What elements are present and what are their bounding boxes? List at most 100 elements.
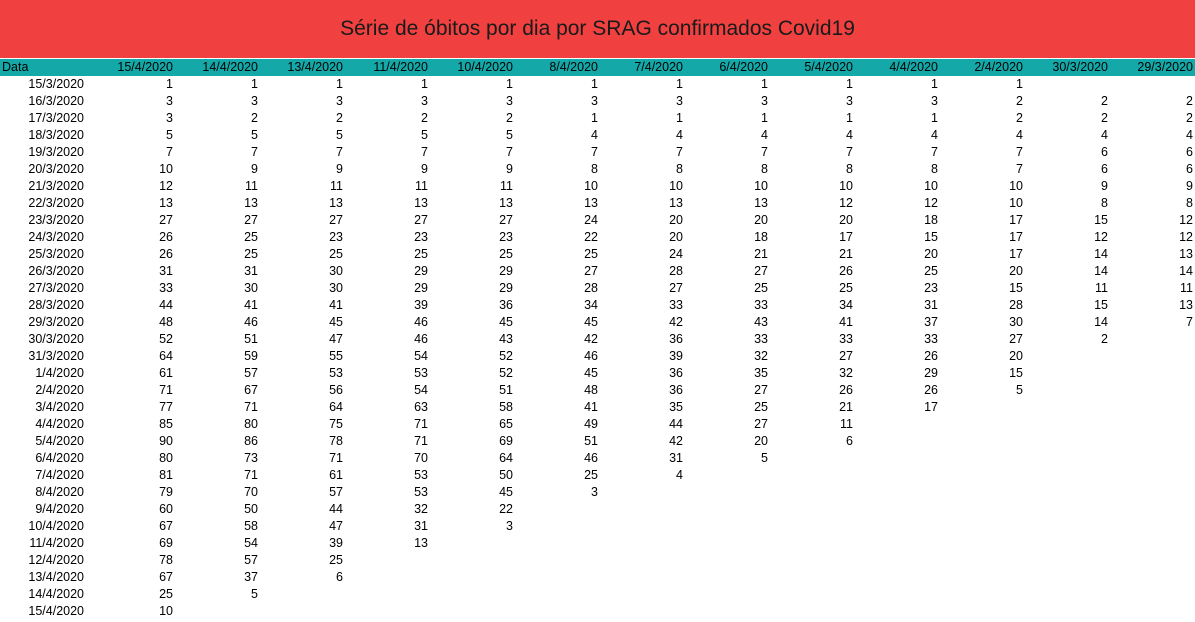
table-row: 17/3/2020 3 2 2 2 2 1 1 1 1 1 2 2 2 xyxy=(0,110,1195,127)
table-cell: 2 xyxy=(251,111,258,125)
table-cell: 25 xyxy=(584,247,598,261)
table-cell: 13 xyxy=(669,196,683,210)
table-cell: 24 xyxy=(669,247,683,261)
table-cell: 57 xyxy=(244,553,258,567)
table-cell xyxy=(1110,416,1195,433)
column-header-date: Data xyxy=(2,60,29,74)
table-cell: 18 xyxy=(754,230,768,244)
table-row: 15/4/2020 10 xyxy=(0,603,1195,620)
table-cell xyxy=(515,518,600,535)
table-cell: 11 xyxy=(330,179,343,193)
table-cell xyxy=(1110,603,1195,620)
table-cell: 7 xyxy=(591,145,598,159)
table-cell: 39 xyxy=(329,536,343,550)
table-cell: 25 xyxy=(839,281,853,295)
table-cell: 57 xyxy=(329,485,343,499)
row-date: 25/3/2020 xyxy=(28,247,84,261)
table-cell: 13 xyxy=(754,196,768,210)
table-cell: 20 xyxy=(754,213,768,227)
row-date: 31/3/2020 xyxy=(28,349,84,363)
table-cell: 52 xyxy=(499,349,513,363)
table-cell xyxy=(855,586,940,603)
row-date: 26/3/2020 xyxy=(28,264,84,278)
table-cell: 4 xyxy=(1186,128,1193,142)
table-cell: 12 xyxy=(839,196,853,210)
table-cell: 42 xyxy=(669,434,683,448)
column-header: 11/4/2020 xyxy=(373,60,428,74)
row-date: 19/3/2020 xyxy=(28,145,84,159)
table-cell: 54 xyxy=(414,349,428,363)
table-cell: 5 xyxy=(251,587,258,601)
table-cell: 58 xyxy=(499,400,513,414)
table-cell: 6 xyxy=(846,434,853,448)
table-cell: 8 xyxy=(846,162,853,176)
table-cell xyxy=(175,603,260,620)
table-cell: 23 xyxy=(499,230,513,244)
table-cell: 2 xyxy=(1101,332,1108,346)
table-cell xyxy=(1025,569,1110,586)
table-cell: 30 xyxy=(329,281,343,295)
table-cell: 25 xyxy=(244,230,258,244)
table-cell: 13 xyxy=(1179,298,1193,312)
table-row: 19/3/2020 7 7 7 7 7 7 7 7 7 7 7 6 6 xyxy=(0,144,1195,161)
table-cell xyxy=(345,552,430,569)
table-cell: 9 xyxy=(506,162,513,176)
table-cell xyxy=(430,535,515,552)
table-cell: 10 xyxy=(669,179,683,193)
table-cell: 26 xyxy=(159,247,173,261)
row-date: 13/4/2020 xyxy=(28,570,84,584)
table-cell xyxy=(855,416,940,433)
table-cell: 10 xyxy=(159,604,173,618)
table-cell: 20 xyxy=(924,247,938,261)
table-cell: 12 xyxy=(1179,213,1193,227)
table-cell: 8 xyxy=(591,162,598,176)
table-cell: 2 xyxy=(336,111,343,125)
table-cell: 53 xyxy=(329,366,343,380)
table-cell xyxy=(685,586,770,603)
table-cell: 27 xyxy=(159,213,173,227)
table-cell: 11 xyxy=(1180,281,1193,295)
table-cell xyxy=(1110,348,1195,365)
table-cell: 17 xyxy=(924,400,938,414)
deaths-table: Data 15/4/2020 14/4/2020 13/4/2020 11/4/… xyxy=(0,59,1195,620)
table-cell: 12 xyxy=(1179,230,1193,244)
table-cell: 45 xyxy=(499,315,513,329)
table-cell: 5 xyxy=(1016,383,1023,397)
table-cell: 13 xyxy=(244,196,258,210)
table-row: 22/3/2020 13 13 13 13 13 13 13 13 12 12 10 8 8 xyxy=(0,195,1195,212)
table-row: 29/3/2020 48 46 45 46 45 45 42 43 41 37 30 14 7 xyxy=(0,314,1195,331)
table-cell: 3 xyxy=(421,94,428,108)
table-cell xyxy=(430,569,515,586)
table-row: 9/4/2020 60 50 44 32 22 xyxy=(0,501,1195,518)
table-cell: 26 xyxy=(924,383,938,397)
table-cell: 50 xyxy=(244,502,258,516)
table-cell: 46 xyxy=(414,332,428,346)
table-cell: 30 xyxy=(1009,315,1023,329)
table-cell: 32 xyxy=(839,366,853,380)
table-cell xyxy=(770,603,855,620)
table-cell xyxy=(940,467,1025,484)
table-row: 21/3/2020 12 11 11 11 11 10 10 10 10 10 10 9 9 xyxy=(0,178,1195,195)
table-cell: 36 xyxy=(669,332,683,346)
table-row: 25/3/2020 26 25 25 25 25 25 24 21 21 20 17 14 13 xyxy=(0,246,1195,263)
table-cell: 46 xyxy=(414,315,428,329)
table-cell: 57 xyxy=(244,366,258,380)
table-cell xyxy=(515,501,600,518)
table-cell: 46 xyxy=(244,315,258,329)
table-cell: 25 xyxy=(159,587,173,601)
table-cell xyxy=(1025,603,1110,620)
table-cell: 25 xyxy=(329,247,343,261)
table-cell: 27 xyxy=(754,383,768,397)
table-cell: 8 xyxy=(1101,196,1108,210)
table-cell: 1 xyxy=(421,77,428,91)
table-cell: 61 xyxy=(159,366,173,380)
table-cell: 7 xyxy=(846,145,853,159)
table-cell: 27 xyxy=(329,213,343,227)
row-date: 9/4/2020 xyxy=(35,502,84,516)
table-cell: 7 xyxy=(336,145,343,159)
table-cell: 18 xyxy=(924,213,938,227)
table-cell: 1 xyxy=(251,77,258,91)
table-cell: 10 xyxy=(584,179,598,193)
table-row: 27/3/2020 33 30 30 29 29 28 27 25 25 23 15 11 11 xyxy=(0,280,1195,297)
table-cell: 42 xyxy=(669,315,683,329)
